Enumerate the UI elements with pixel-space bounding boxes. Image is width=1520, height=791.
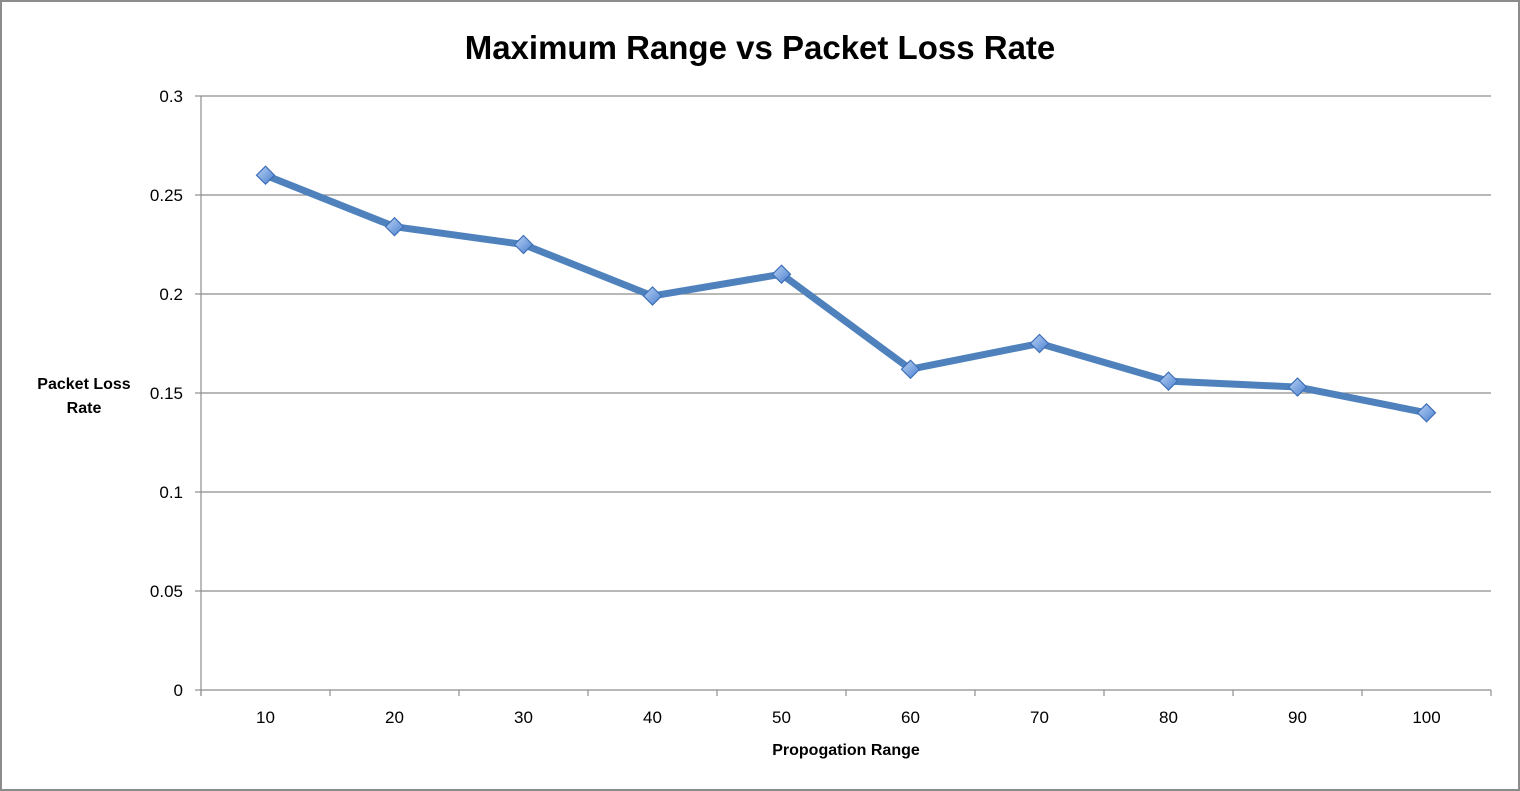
data-point-marker [513, 234, 534, 255]
y-tick-labels: 0 0.05 0.1 0.15 0.2 0.25 0.3 [150, 87, 183, 700]
x-tick-label: 60 [901, 708, 920, 727]
y-axis-title-line-1: Packet Loss [37, 376, 130, 393]
data-point-marker [642, 286, 663, 306]
y-tick-label: 0 [174, 681, 183, 700]
x-tick-label: 80 [1159, 708, 1178, 727]
x-tick-label: 20 [385, 708, 404, 727]
data-point-marker [1158, 371, 1179, 391]
data-point-marker [1029, 333, 1050, 354]
data-point-marker [384, 216, 405, 237]
series-line [262, 171, 1430, 417]
x-tick-label: 90 [1288, 708, 1307, 727]
chart-title: Maximum Range vs Packet Loss Rate [465, 29, 1056, 66]
x-tick-label: 40 [643, 708, 662, 727]
series-layer [255, 165, 1437, 423]
x-tick-label: 70 [1030, 708, 1049, 727]
x-tick-label: 10 [256, 708, 275, 727]
y-tick-label: 0.2 [159, 285, 183, 304]
data-point-marker [255, 165, 276, 186]
y-tick-label: 0.15 [150, 384, 183, 403]
data-point-marker [900, 359, 921, 380]
data-point-marker [1416, 402, 1437, 423]
axes [195, 95, 1492, 696]
y-tick-label: 0.05 [150, 582, 183, 601]
y-axis-title-line-2: Rate [67, 400, 102, 417]
data-point-marker [1287, 377, 1308, 397]
y-tick-label: 0.1 [159, 483, 183, 502]
gridlines [201, 95, 1491, 592]
y-tick-label: 0.3 [159, 87, 183, 106]
x-axis-title: Propogation Range [772, 742, 920, 759]
data-point-marker [771, 264, 792, 285]
x-tick-label: 30 [514, 708, 533, 727]
x-tick-label: 50 [772, 708, 791, 727]
x-tick-labels: 10 20 30 40 50 60 70 80 90 100 [256, 708, 1441, 727]
y-tick-label: 0.25 [150, 186, 183, 205]
x-tick-label: 100 [1412, 708, 1440, 727]
